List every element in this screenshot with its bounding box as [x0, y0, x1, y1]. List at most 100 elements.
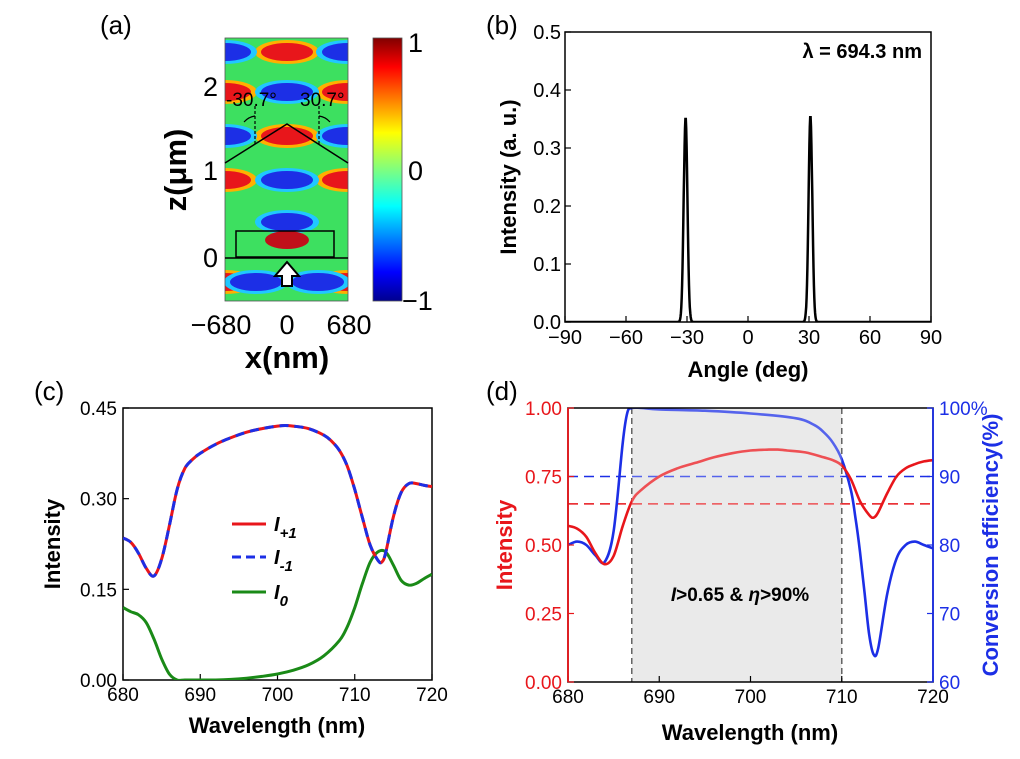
c-xtick-label-0: 680: [107, 685, 139, 706]
a-xtick-neg: −680: [191, 310, 252, 340]
field-max-9: [225, 171, 251, 189]
field-min-5: [261, 83, 313, 101]
angle-arc-right: [318, 115, 331, 123]
b-series-line: [565, 116, 931, 322]
field-max-3: [225, 83, 251, 101]
structure-overlay: -30.7° 30.7°: [224, 90, 349, 287]
d-ytick-right-label-0: 60: [939, 673, 960, 694]
d-xtick-label-4: 720: [917, 687, 949, 708]
d-ytick-left-label-0: 0.00: [525, 673, 562, 694]
colorbar: 1 0 −1: [372, 28, 433, 316]
d-xtick-label-1: 690: [643, 687, 675, 708]
panel-label-a: (a): [100, 10, 132, 40]
c-ytick-label-0: 0.00: [80, 671, 117, 692]
d-xtick-label-3: 710: [826, 687, 858, 708]
d-region-overlay: [631, 408, 842, 682]
a-xlabel: x(nm): [245, 340, 329, 375]
d-xtick-label-2: 700: [735, 687, 767, 708]
field-min-15: [230, 273, 282, 291]
d-ylabel-right: Conversion efficiency(%): [978, 414, 1003, 677]
b-frame: [564, 31, 932, 323]
a-xtick-0: 0: [279, 310, 294, 340]
a-xtick-pos: 680: [326, 310, 371, 340]
c-xtick-label-4: 720: [416, 685, 448, 706]
b-ytick-label-4: 0.4: [533, 80, 561, 102]
b-ytick-label-3: 0.3: [533, 138, 561, 160]
panel-label-c: (c): [34, 376, 64, 406]
d-ylabel-left: Intensity: [492, 499, 517, 590]
field-min-11: [261, 171, 313, 189]
intensity-plot: 680 690 700 710 720 0.00 0.15 0.30 0.45 I+1 I-1 …: [40, 399, 448, 738]
c-series-1: [123, 423, 432, 578]
b-xlabel: Angle (deg): [688, 357, 809, 382]
field-max-10: [322, 171, 348, 189]
c-frame: [122, 407, 433, 681]
field-map: [225, 38, 348, 301]
d-ytick-left-label-1: 0.25: [525, 605, 562, 626]
angle-label-left: -30.7°: [226, 90, 277, 111]
c-ytick-label-3: 0.45: [80, 399, 117, 420]
angle-label-right: 30.7°: [300, 90, 345, 111]
colorbar-gradient: [372, 37, 403, 302]
field-min-16: [292, 273, 344, 291]
b-ytick-label-0: 0.0: [533, 312, 561, 334]
diffraction-lines: [224, 123, 349, 164]
b-xtick-label-4: 30: [798, 327, 820, 349]
field-min-7: [225, 127, 251, 145]
a-ytick-2: 2: [203, 72, 218, 102]
field-min-12: [261, 213, 313, 231]
c-xtick-label-2: 700: [262, 685, 294, 706]
colorbar-tick-min: −1: [402, 286, 433, 316]
wavelength-annotation: λ = 694.3 nm: [802, 41, 922, 63]
b-ylabel: Intensity (a. u.): [496, 99, 521, 254]
b-xtick-label-1: −60: [609, 327, 643, 349]
field-min-2: [322, 43, 348, 61]
field-max-0: [261, 43, 313, 61]
c-legend: I+1 I-1 I0: [232, 514, 297, 610]
field-hotspot: [265, 231, 309, 249]
field-max-4: [322, 83, 348, 101]
c-xtick-label-1: 690: [184, 685, 216, 706]
d-ytick-left-label-2: 0.50: [525, 536, 562, 557]
nanostructure-box: [235, 230, 335, 258]
d-ytick-right-label-1: 70: [939, 605, 960, 626]
d-ytick-right-label-3: 90: [939, 468, 960, 489]
d-ytick-right-label-4: 100%: [939, 399, 988, 420]
incident-arrow-icon: [272, 260, 302, 287]
b-ytick-label-2: 0.2: [533, 196, 561, 218]
colorbar-tick-mid: 0: [408, 156, 423, 186]
colorbar-tick-max: 1: [408, 28, 423, 58]
field-map-frame: [224, 37, 349, 302]
a-axis: 2 1 0 −680 0 680 x(nm) z(μm): [158, 72, 372, 375]
d-ytick-left-label-3: 0.75: [525, 468, 562, 489]
b-ytick-label-1: 0.1: [533, 254, 561, 276]
legend-label-i0: I0: [274, 582, 289, 610]
d-series-efficiency: [568, 408, 933, 658]
field-min-1: [225, 43, 251, 61]
angle-plot: −90 −60 −30 0 30 60 90 0.0 0.1 0.2 0.3 0.4 0.5 λ = 6…: [496, 22, 942, 382]
d-xlabel: Wavelength (nm): [662, 720, 838, 745]
a-ytick-0: 0: [203, 243, 218, 273]
panel-label-d: (d): [486, 376, 518, 406]
d-ytick-left-label-4: 1.00: [525, 399, 562, 420]
field-min-8: [322, 127, 348, 145]
c-ylabel: Intensity: [40, 498, 65, 589]
a-ylabel: z(μm): [158, 129, 193, 212]
d-ytick-right-label-2: 80: [939, 536, 960, 557]
a-ytick-1: 1: [203, 156, 218, 186]
condition-annotation: I>0.65 & η>90%: [671, 585, 809, 606]
c-xlabel: Wavelength (nm): [189, 713, 365, 738]
b-xtick-label-6: 90: [920, 327, 942, 349]
b-xtick-label-5: 60: [859, 327, 881, 349]
d-series-intensity: [568, 448, 933, 566]
c-series-2: [123, 548, 432, 680]
c-ytick-label-2: 0.30: [80, 490, 117, 511]
b-ytick-label-5: 0.5: [533, 22, 561, 44]
b-xtick-label-3: 0: [742, 327, 753, 349]
angle-arc-left: [243, 115, 256, 123]
c-xtick-label-3: 710: [339, 685, 371, 706]
panel-label-b: (b): [486, 10, 518, 40]
legend-label-iminus1: I-1: [274, 547, 293, 575]
c-ytick-label-1: 0.15: [80, 580, 117, 601]
